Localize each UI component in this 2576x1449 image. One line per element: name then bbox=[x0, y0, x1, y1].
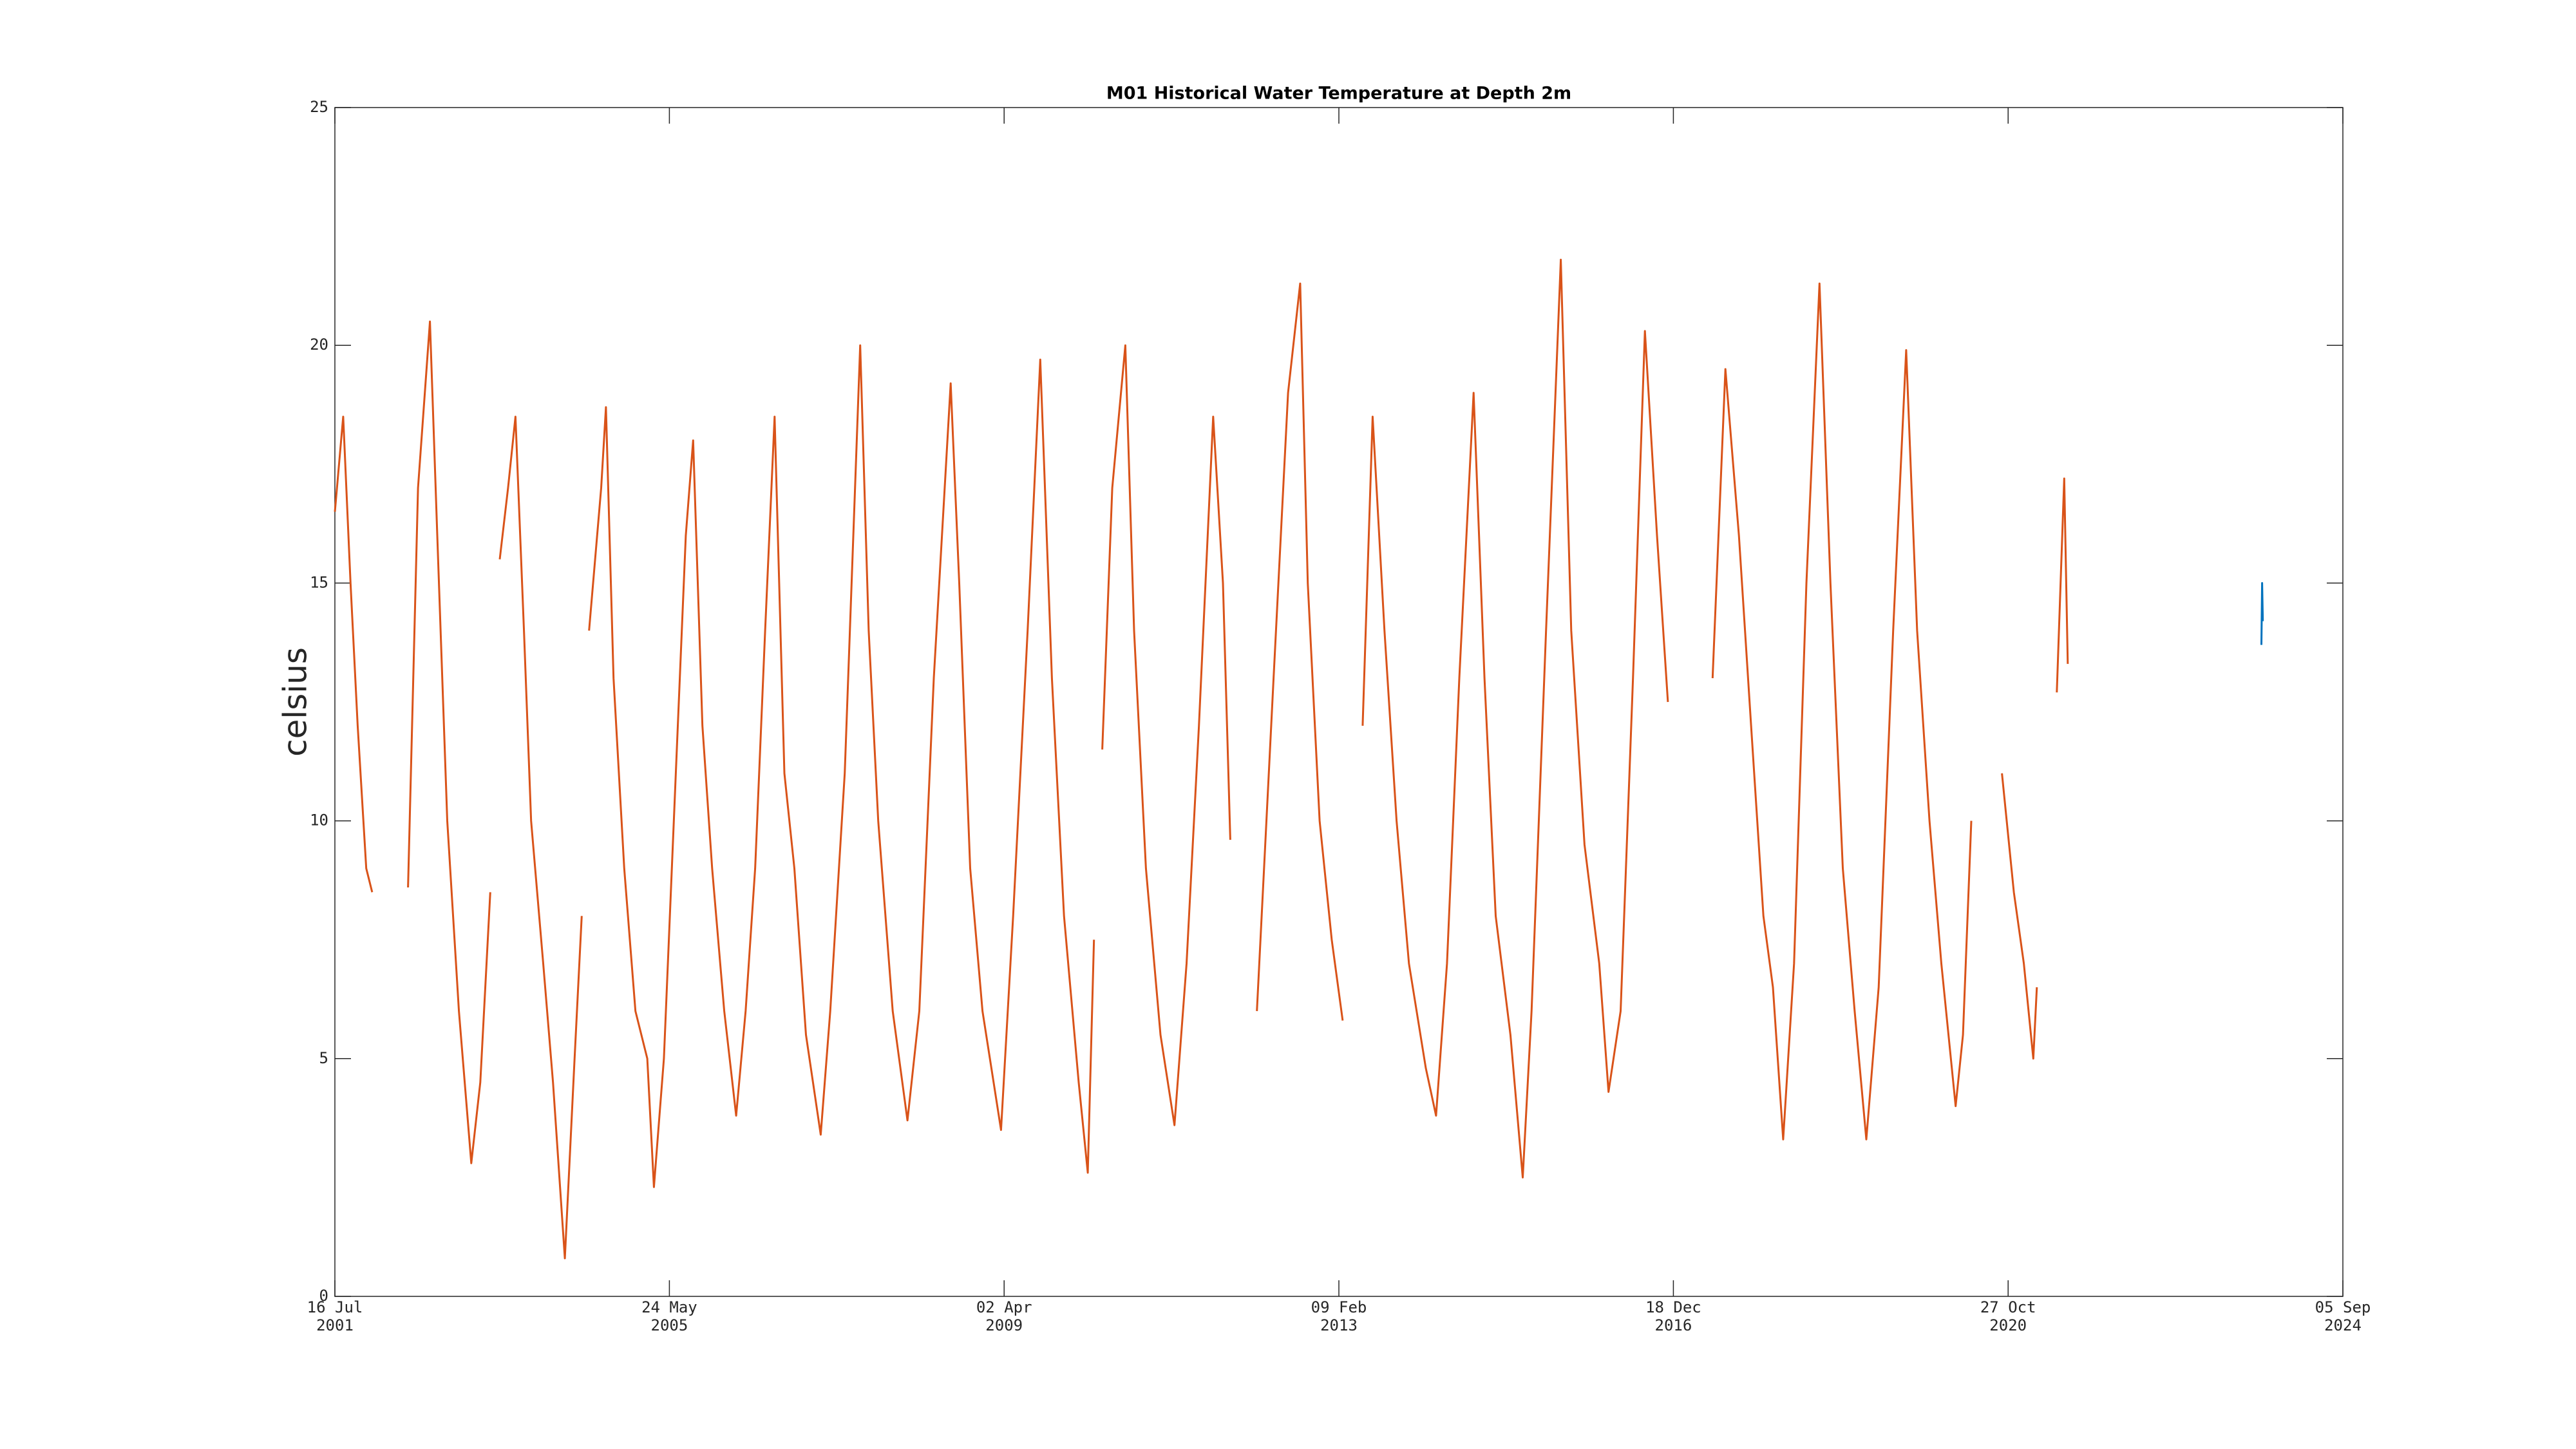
x-tick-label: 02 Apr bbox=[976, 1298, 1032, 1316]
y-tick-label: 15 bbox=[310, 573, 328, 591]
y-axis-label: celsius bbox=[277, 647, 314, 757]
y-tick-label: 0 bbox=[319, 1287, 328, 1305]
y-tick-label: 20 bbox=[310, 336, 328, 354]
x-tick-label: 2009 bbox=[985, 1316, 1023, 1334]
x-tick-label: 2020 bbox=[1989, 1316, 2027, 1334]
data-line bbox=[2260, 582, 2264, 645]
x-tick-label: 2001 bbox=[316, 1316, 354, 1334]
x-tick-label: 2024 bbox=[2324, 1316, 2362, 1334]
data-line bbox=[334, 258, 2069, 1260]
x-tick-label: 24 May bbox=[641, 1298, 697, 1316]
x-tick-label: 05 Sep bbox=[2315, 1298, 2371, 1316]
x-tick-label: 2013 bbox=[1320, 1316, 1358, 1334]
x-tick-label: 2005 bbox=[651, 1316, 688, 1334]
y-tick-label: 10 bbox=[310, 811, 328, 829]
x-tick-label: 2016 bbox=[1655, 1316, 1692, 1334]
chart-title: M01 Historical Water Temperature at Dept… bbox=[1106, 84, 1571, 104]
y-tick-label: 25 bbox=[310, 98, 328, 116]
x-tick-label: 18 Dec bbox=[1645, 1298, 1701, 1316]
x-tick-label: 27 Oct bbox=[1980, 1298, 2036, 1316]
y-tick-label: 5 bbox=[319, 1049, 328, 1067]
x-tick-label: 09 Feb bbox=[1311, 1298, 1367, 1316]
x-tick-label: 16 Jul bbox=[307, 1298, 363, 1316]
